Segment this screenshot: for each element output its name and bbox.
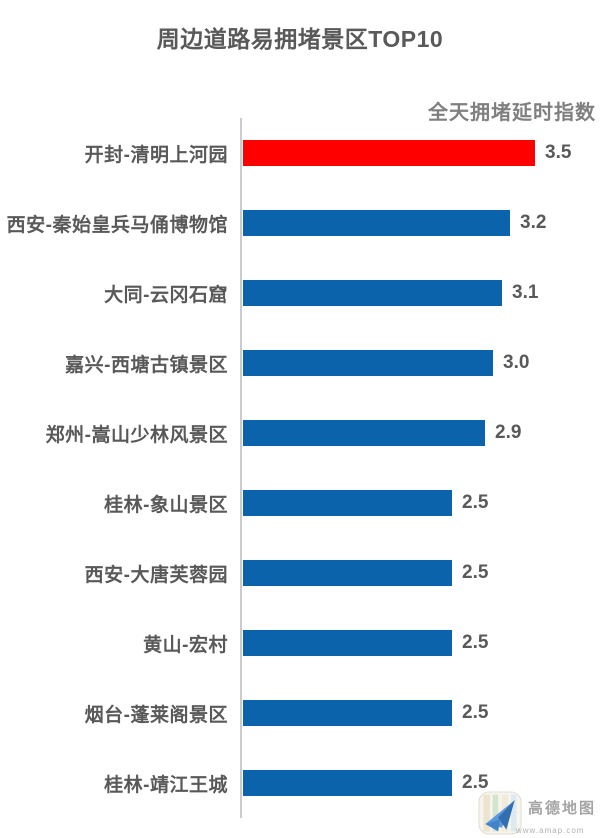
value-label: 2.5 [462, 702, 489, 723]
bar [243, 770, 452, 796]
value-label: 2.5 [462, 492, 489, 513]
bar [243, 560, 452, 586]
category-label: 大同-云冈石窟 [104, 284, 228, 306]
category-label: 开封-清明上河园 [84, 144, 228, 166]
category-label: 嘉兴-西塘古镇景区 [65, 354, 228, 376]
bar-row: 黄山-宏村 2.5 [0, 608, 600, 678]
category-label: 郑州-嵩山少林风景区 [45, 424, 228, 446]
bar [243, 630, 452, 656]
bar-row: 西安-大唐芙蓉园 2.5 [0, 538, 600, 608]
category-label: 烟台-蓬莱阁景区 [84, 704, 228, 726]
category-label: 桂林-靖江王城 [104, 774, 228, 796]
value-label: 3.2 [520, 212, 547, 233]
value-label: 2.5 [462, 632, 489, 653]
bar-row: 嘉兴-西塘古镇景区 3.0 [0, 328, 600, 398]
bar-row: 桂林-象山景区 2.5 [0, 468, 600, 538]
bar [243, 140, 535, 166]
watermark-brand: 高德地图 [528, 800, 597, 817]
bar-row: 烟台-蓬莱阁景区 2.5 [0, 678, 600, 748]
value-label: 3.1 [512, 282, 539, 303]
bar-row: 大同-云冈石窟 3.1 [0, 258, 600, 328]
bar-rows: 开封-清明上河园 3.5 西安-秦始皇兵马俑博物馆 3.2 大同-云冈石窟 3.1 嘉兴-西… [0, 118, 600, 818]
watermark-url: www.amap.com [516, 826, 585, 835]
value-label: 2.9 [495, 422, 522, 443]
category-label: 桂林-象山景区 [104, 494, 228, 516]
bar [243, 490, 452, 516]
watermark: 高德地图 www.amap.com [478, 790, 598, 836]
bar-row: 郑州-嵩山少林风景区 2.9 [0, 398, 600, 468]
bar [243, 210, 510, 236]
category-axis-line [240, 118, 242, 818]
bar [243, 280, 502, 306]
bar-row: 西安-秦始皇兵马俑博物馆 3.2 [0, 188, 600, 258]
value-label: 3.5 [545, 142, 572, 163]
chart-title: 周边道路易拥堵景区TOP10 [156, 26, 444, 52]
value-axis-title: 全天拥堵延时指数 [428, 102, 596, 124]
category-label: 西安-大唐芙蓉园 [84, 564, 228, 586]
amap-logo-icon [478, 791, 522, 835]
bar [243, 700, 452, 726]
value-label: 3.0 [503, 352, 530, 373]
category-label: 黄山-宏村 [143, 634, 228, 656]
value-label: 2.5 [462, 562, 489, 583]
bar-row: 桂林-靖江王城 2.5 [0, 748, 600, 818]
category-label: 西安-秦始皇兵马俑博物馆 [6, 214, 228, 236]
value-label: 2.5 [462, 772, 489, 793]
bar-row: 开封-清明上河园 3.5 [0, 118, 600, 188]
bar [243, 350, 493, 376]
bar [243, 420, 485, 446]
